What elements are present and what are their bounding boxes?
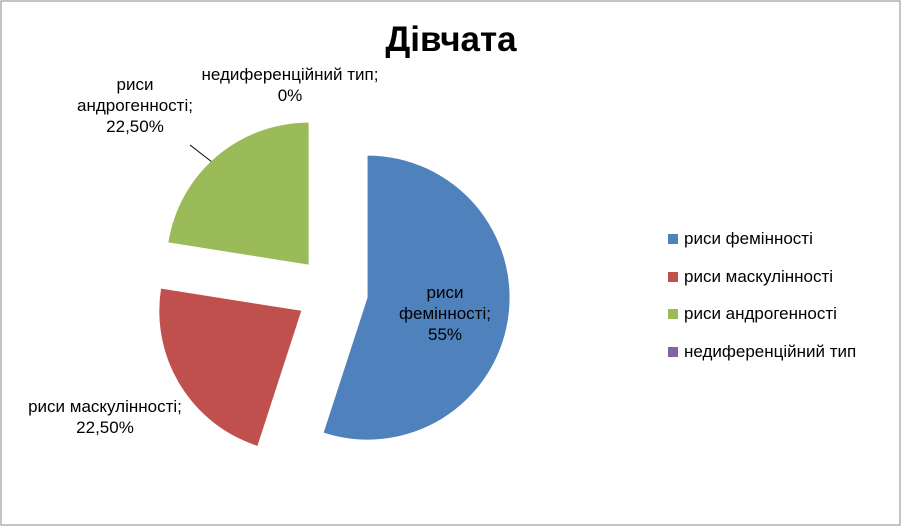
label-value: 0% [277, 86, 303, 105]
label-separator: ; [177, 397, 182, 416]
legend-swatch [668, 309, 678, 319]
label-category: риси маскулінності [28, 397, 178, 416]
legend-item: риси андрогенності [668, 304, 837, 324]
label-value: 22,50% [76, 418, 134, 437]
legend-label: риси маскулінності [684, 266, 834, 286]
label-category: недиференційний тип [201, 65, 374, 84]
legend-item: риси маскулінності [668, 267, 833, 287]
leader-line [189, 144, 213, 163]
label-separator: ; [188, 96, 193, 115]
label-value: 22,50% [106, 117, 164, 136]
label-value: 55% [427, 325, 463, 344]
label-separator: ; [486, 304, 491, 323]
pie-slice [168, 122, 309, 265]
pie-slice [323, 155, 510, 440]
label-category: риси фемінності [399, 283, 487, 323]
data-label: риси маскулінності; 22,50% [20, 396, 190, 438]
legend-swatch [668, 271, 678, 282]
data-label: недиференційний тип; 0% [190, 64, 390, 106]
legend-label: недиференційний тип [684, 341, 857, 361]
legend-label: риси фемінності [684, 229, 813, 248]
legend-item: риси фемінності [668, 229, 813, 249]
label-category: риси андрогенності [77, 75, 189, 115]
pie-slice [159, 288, 302, 446]
legend-label: риси андрогенності [684, 304, 837, 323]
legend-item: недиференційний тип [668, 342, 856, 362]
data-label: риси фемінності; 55% [390, 282, 500, 345]
data-label: риси андрогенності; 22,50% [60, 74, 210, 137]
chart-title: Дівчата [385, 20, 517, 59]
legend-swatch [668, 346, 678, 357]
legend-swatch [668, 234, 678, 244]
label-separator: ; [373, 65, 379, 84]
